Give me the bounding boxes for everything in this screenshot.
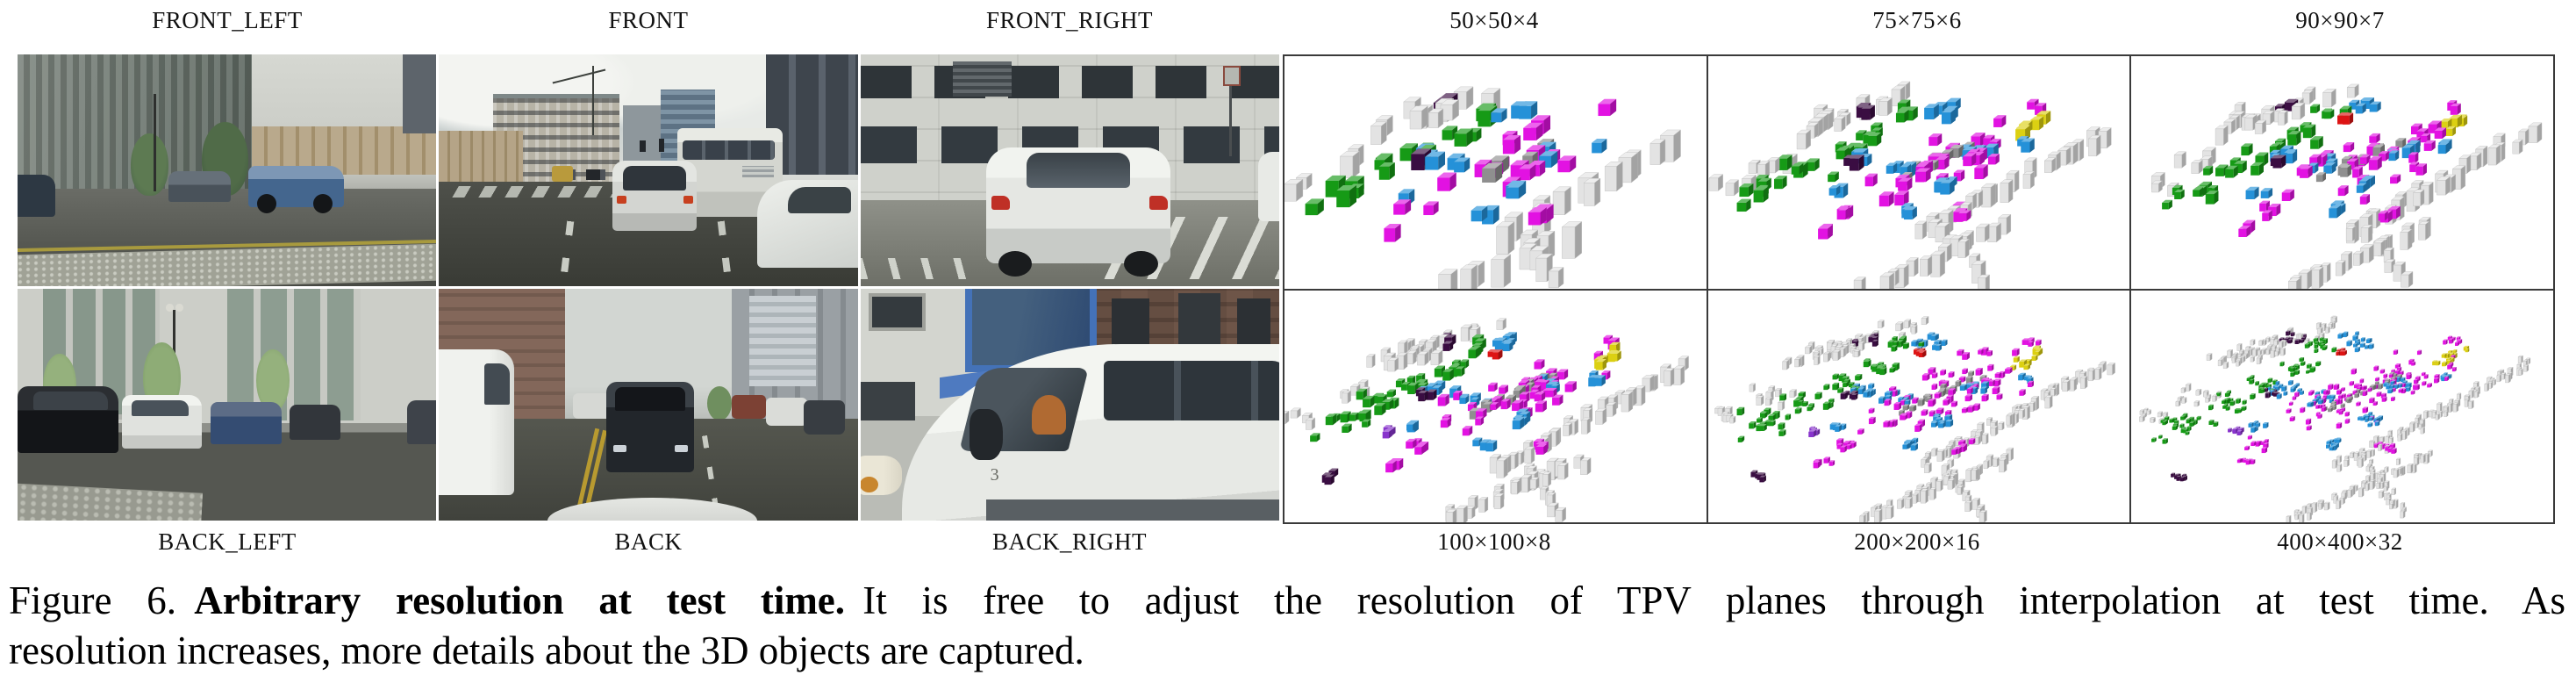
window-shape [869,293,927,331]
driver-shape [1032,395,1066,435]
road-marking-shape [860,258,986,280]
yellow-vehicle-shape [552,165,574,183]
resolution-label-75x75x6: 75×75×6 [1872,7,1962,33]
voxel-panel-200x200x16 [1707,290,2130,522]
parked-car-shape [732,395,766,419]
tree-shape [256,348,290,412]
street-sign-shape [1223,66,1241,86]
caption-text: It is free to adjust the resolution of T… [862,578,2565,622]
camera-image-back-left [18,289,437,521]
tree-shape [130,133,168,197]
caption-line-1: Figure 6. Arbitrary resolution at test ti… [9,576,2565,626]
dark-suv-shape [606,381,695,472]
resolution-label-90x90x7: 90×90×7 [2295,7,2385,33]
parked-car-edge-shape [406,399,437,444]
voxel-render-75x75x6 [1708,81,2112,289]
blue-van-shape [247,165,345,213]
camera-image-front-left [18,54,437,286]
camera-label-front-right: FRONT_RIGHT [985,7,1154,33]
crane-shape [591,66,595,136]
traffic-light-shape [640,140,646,152]
white-coupe-shape [757,179,858,268]
white-tower-shape [748,295,816,386]
caption-bold-title: Arbitrary resolution at test time. [194,578,846,622]
white-sedan-shape [612,161,697,231]
voxel-panel-grid [1283,54,2555,524]
sign-pole-shape [1228,73,1233,157]
resolution-label-100x100x8: 100×100×8 [1437,528,1551,555]
caption-line-2: resolution increases, more details about… [9,629,1084,672]
tree-shape [706,385,733,421]
parked-car-shape [290,405,340,440]
parked-car-edge-shape [1258,151,1279,222]
white-coupe-shape [985,147,1170,263]
window-row-shape [860,66,1279,99]
voxel-render-200x200x16 [1714,315,2115,522]
tower-shape [403,54,437,133]
mirror-shape [969,409,1003,461]
camera-label-front: FRONT [608,7,689,33]
white-van-edge-shape [439,348,515,495]
voxel-render-90x90x7 [2151,83,2543,289]
voxel-render-100x100x8 [1284,317,1690,522]
voxel-panel-90x90x7 [2131,56,2553,289]
cobblestone-shape [18,483,204,521]
voxel-panel-400x400x32 [2131,290,2553,522]
camera-label-back: BACK [614,528,683,555]
camera-label-back-left: BACK_LEFT [158,528,297,555]
camera-image-front-right [860,54,1279,286]
blue-sedan-shape [210,402,282,444]
resolution-label-200x200x16: 200×200×16 [1854,528,1980,555]
voxel-render-50x50x4 [1284,86,1682,289]
side-window-shape [1103,360,1279,421]
vent-grille-shape [952,61,1012,97]
black-suv-shape [18,385,118,454]
voxel-panel-50x50x4 [1284,56,1707,289]
camera-label-front-left: FRONT_LEFT [152,7,303,33]
wheel-shape [998,251,1033,277]
camera-image-front [439,54,858,286]
window-wall-shape [226,289,361,421]
crosswalk-shape [452,186,635,198]
parking-structure-shape [439,131,523,184]
resolution-label-400x400x32: 400×400×32 [2277,528,2403,555]
distant-traffic-shape [555,169,662,180]
voxel-render-400x400x32 [2139,315,2531,522]
street-lamp-shape [154,93,157,191]
rocker-panel-shape [985,499,1279,521]
resolution-label-50x50x4: 50×50×4 [1449,7,1539,33]
camera-image-back [439,289,858,521]
camera-image-grid: 3 [18,54,1279,521]
voxel-panel-100x100x8 [1284,290,1707,522]
camera-image-back-right: 3 [860,289,1279,521]
lamp-head-shape [165,304,174,312]
camera-label-back-right: BACK_RIGHT [991,528,1148,555]
suv-shape [168,171,232,202]
traffic-light-shape [658,139,665,152]
parked-car-shape [803,399,846,435]
parked-car-shape [765,398,808,426]
wheel-shape [1124,251,1158,277]
crane-arm-shape [552,68,606,84]
figure-caption: Figure 6. Arbitrary resolution at test ti… [9,576,2565,676]
parked-car-shape [18,175,55,217]
dark-building-shape [765,54,858,176]
figure-number: Figure 6. [9,578,176,622]
white-suv-shape [122,395,203,449]
window-shape [860,381,915,421]
white-car-shape [573,392,612,419]
van-number-text: 3 [990,464,999,485]
voxel-panel-75x75x6 [1707,56,2130,289]
headlight-shape [860,456,903,495]
